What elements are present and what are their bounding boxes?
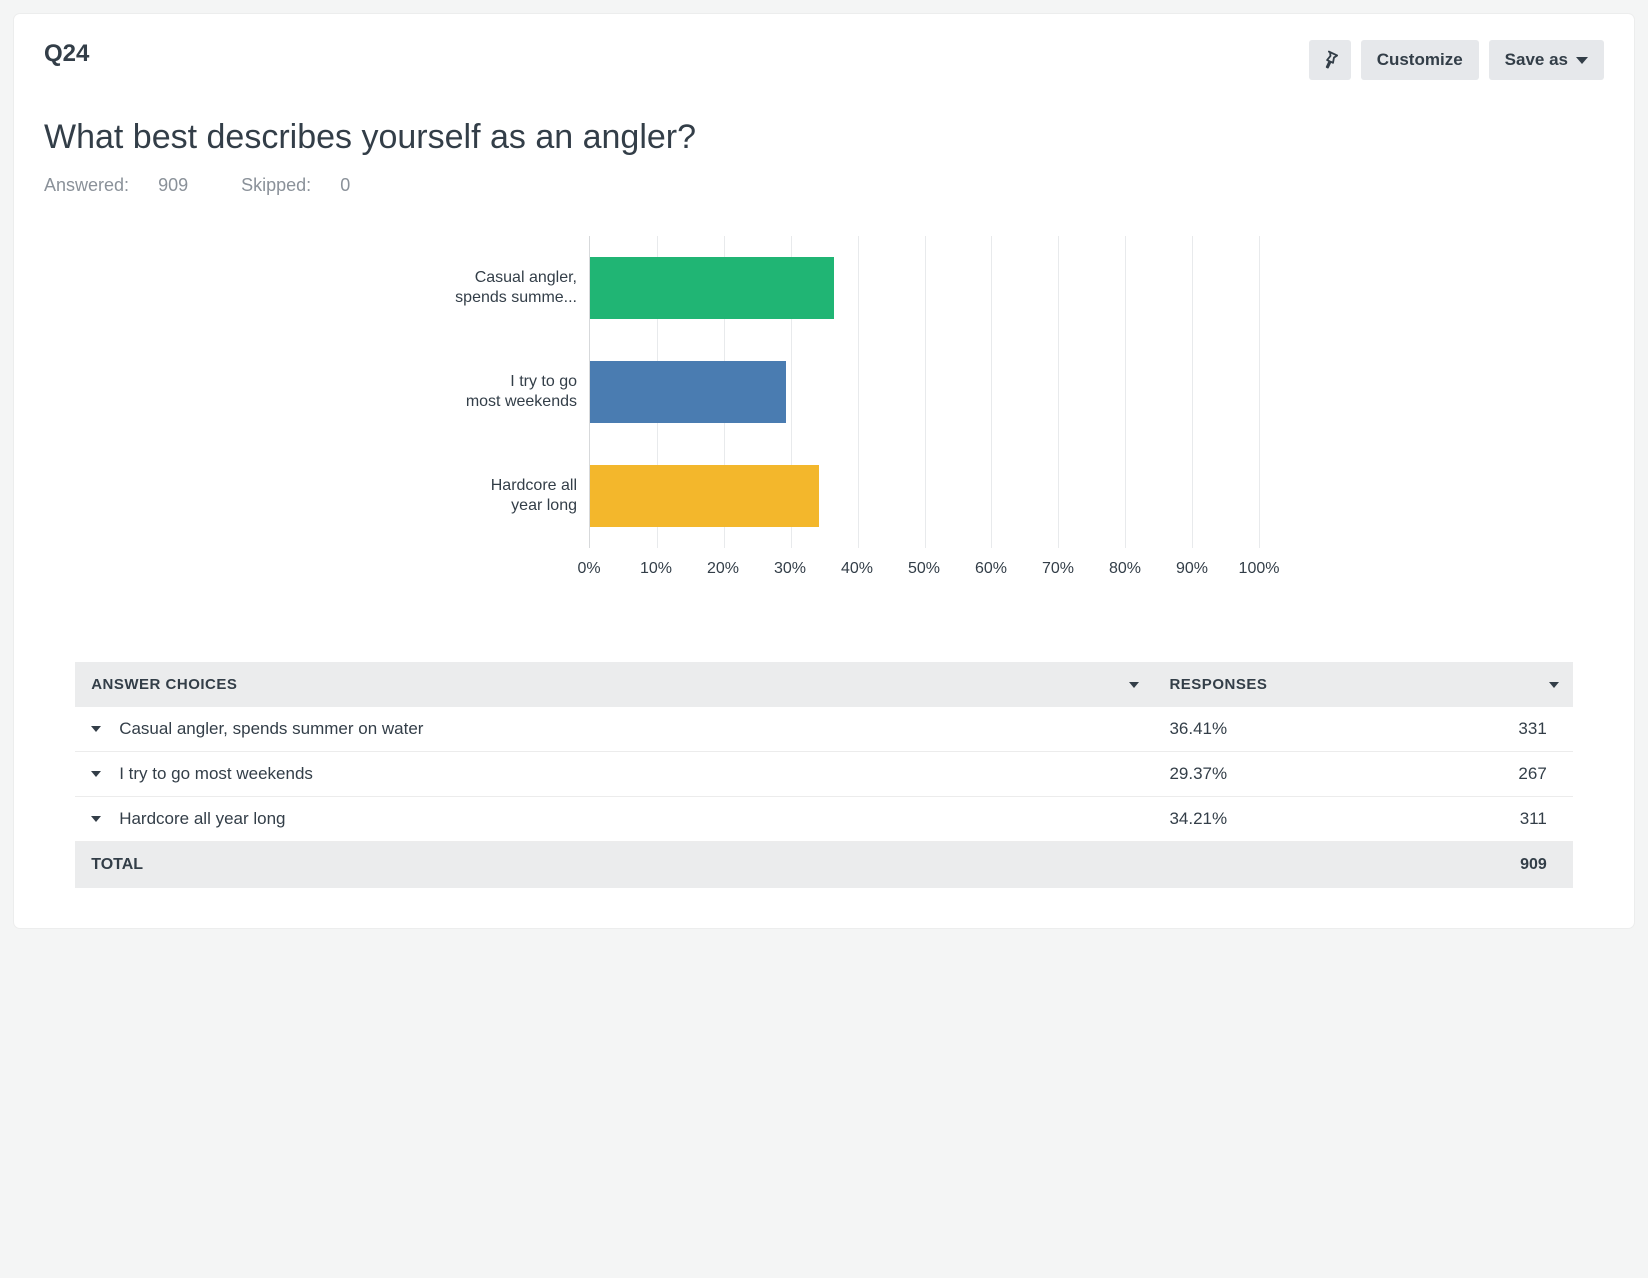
results-table: ANSWER CHOICES RESPONSES Casual angler, … <box>75 662 1573 888</box>
answered-value: 909 <box>158 175 188 195</box>
x-tick-label: 20% <box>707 560 739 578</box>
card-actions: Customize Save as <box>1309 40 1604 80</box>
plot-area <box>589 236 1259 548</box>
percent-cell: 29.37% <box>1153 752 1388 797</box>
pin-icon <box>1319 49 1341 71</box>
answered-stat: Answered: 909 <box>44 175 217 195</box>
chevron-down-icon <box>1129 682 1139 688</box>
col-header-choices-label: ANSWER CHOICES <box>91 676 237 693</box>
bar[interactable] <box>590 257 834 319</box>
y-axis-label: Casual angler,spends summe... <box>389 236 589 340</box>
table-row: I try to go most weekends29.37%267 <box>75 752 1573 797</box>
skipped-label: Skipped: <box>241 175 311 195</box>
customize-button[interactable]: Customize <box>1361 40 1479 80</box>
y-axis-label: I try to gomost weekends <box>389 340 589 444</box>
customize-label: Customize <box>1377 50 1463 70</box>
gridline <box>1259 236 1260 548</box>
question-card: Q24 Customize Save as What best describe… <box>14 14 1634 928</box>
choice-cell[interactable]: Casual angler, spends summer on water <box>75 707 1153 752</box>
x-tick-label: 50% <box>908 560 940 578</box>
x-tick-label: 60% <box>975 560 1007 578</box>
x-tick-label: 70% <box>1042 560 1074 578</box>
x-axis: 0%10%20%30%40%50%60%70%80%90%100% <box>589 554 1259 582</box>
chevron-down-icon <box>1576 57 1588 64</box>
count-cell: 331 <box>1388 707 1572 752</box>
x-tick-label: 30% <box>774 560 806 578</box>
question-title: What best describes yourself as an angle… <box>44 118 1604 157</box>
percent-cell: 34.21% <box>1153 797 1388 842</box>
card-header: Q24 Customize Save as <box>44 40 1604 80</box>
x-tick-label: 10% <box>640 560 672 578</box>
question-number: Q24 <box>44 40 89 68</box>
count-cell: 311 <box>1388 797 1572 842</box>
col-header-responses[interactable]: RESPONSES <box>1153 662 1572 707</box>
bar-chart: Casual angler,spends summe...I try to go… <box>389 236 1259 582</box>
bar-slot <box>590 444 1259 548</box>
choice-cell[interactable]: Hardcore all year long <box>75 797 1153 842</box>
save-as-button[interactable]: Save as <box>1489 40 1604 80</box>
percent-cell: 36.41% <box>1153 707 1388 752</box>
col-header-choices[interactable]: ANSWER CHOICES <box>75 662 1153 707</box>
bar-slot <box>590 236 1259 340</box>
x-tick-label: 40% <box>841 560 873 578</box>
chevron-down-icon <box>91 816 101 822</box>
x-tick-label: 100% <box>1239 560 1280 578</box>
total-label: TOTAL <box>75 842 1388 889</box>
table-row: Casual angler, spends summer on water36.… <box>75 707 1573 752</box>
bar-slot <box>590 340 1259 444</box>
bar[interactable] <box>590 465 819 527</box>
answered-label: Answered: <box>44 175 129 195</box>
x-tick-label: 0% <box>577 560 600 578</box>
choice-cell[interactable]: I try to go most weekends <box>75 752 1153 797</box>
col-header-responses-label: RESPONSES <box>1169 676 1267 693</box>
chevron-down-icon <box>91 726 101 732</box>
x-tick-label: 90% <box>1176 560 1208 578</box>
skipped-value: 0 <box>340 175 350 195</box>
response-meta: Answered: 909 Skipped: 0 <box>44 175 1604 196</box>
count-cell: 267 <box>1388 752 1572 797</box>
save-as-label: Save as <box>1505 50 1568 70</box>
total-count: 909 <box>1388 842 1572 889</box>
y-axis-label: Hardcore allyear long <box>389 444 589 548</box>
chevron-down-icon <box>1549 682 1559 688</box>
table-row: Hardcore all year long34.21%311 <box>75 797 1573 842</box>
chevron-down-icon <box>91 771 101 777</box>
skipped-stat: Skipped: 0 <box>241 175 374 195</box>
bar[interactable] <box>590 361 786 423</box>
y-axis-labels: Casual angler,spends summe...I try to go… <box>389 236 589 548</box>
x-tick-label: 80% <box>1109 560 1141 578</box>
pin-button[interactable] <box>1309 40 1351 80</box>
